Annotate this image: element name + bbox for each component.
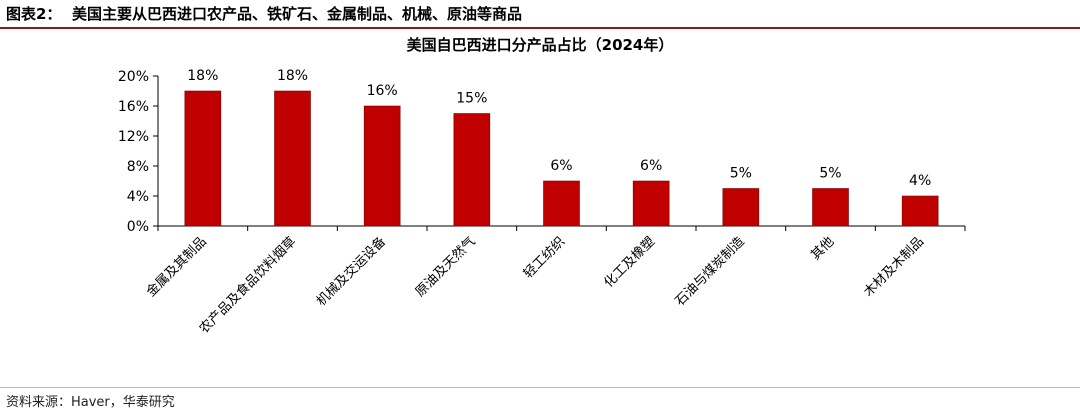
bar — [812, 188, 849, 227]
bar — [453, 113, 491, 227]
category-label: 轻工纺织 — [521, 234, 568, 281]
bar — [632, 180, 670, 227]
bar — [184, 90, 222, 227]
y-tick-label: 4% — [127, 189, 149, 205]
data-label: 6% — [640, 158, 662, 174]
y-tick-label: 0% — [127, 219, 149, 235]
bar — [722, 188, 760, 227]
category-label: 原油及天然气 — [412, 234, 478, 300]
bar — [274, 90, 311, 227]
y-tick-label: 16% — [118, 99, 149, 115]
bar-chart: 美国自巴西进口分产品占比（2024年） 0%4%8%12%16%20% 18% 1… — [118, 36, 966, 337]
bar-series — [184, 90, 939, 227]
data-label: 5% — [730, 166, 752, 182]
category-label: 金属及其制品 — [143, 234, 209, 300]
chart-title: 美国自巴西进口分产品占比（2024年） — [407, 36, 674, 54]
y-tick-label: 8% — [127, 159, 149, 175]
data-label: 15% — [456, 91, 487, 107]
category-label: 石油与煤炭制造 — [673, 234, 748, 309]
category-label: 化工及橡塑 — [601, 234, 658, 291]
data-label: 4% — [909, 173, 931, 189]
figure-header: 图表2： 美国主要从巴西进口农产品、铁矿石、金属制品、机械、原油等商品 — [0, 0, 1080, 29]
figure-caption: 美国主要从巴西进口农产品、铁矿石、金属制品、机械、原油等商品 — [72, 5, 523, 23]
y-tick-label: 12% — [118, 129, 149, 145]
data-label: 18% — [187, 68, 218, 84]
header-divider — [0, 27, 1080, 29]
category-label: 机械及交运设备 — [313, 234, 389, 310]
y-axis: 0% 4% 8% 12% 16% 20% — [118, 69, 159, 235]
bar — [363, 105, 401, 227]
footer-divider — [0, 387, 1080, 388]
data-labels: 18% 18% 16% 15% 6% 6% 5% 5% 4% — [187, 68, 931, 189]
bar — [543, 180, 580, 227]
data-label: 18% — [277, 68, 308, 84]
data-label: 6% — [550, 158, 572, 174]
figure-number: 图表2： — [6, 5, 62, 23]
source-note: 资料来源：Haver，华泰研究 — [6, 395, 175, 410]
category-label: 木材及木制品 — [861, 234, 927, 300]
data-label: 16% — [367, 83, 398, 99]
y-tick-label: 20% — [118, 69, 149, 85]
data-label: 5% — [819, 166, 841, 182]
category-label: 其他 — [808, 234, 837, 263]
category-label: 农产品及食品饮料烟草 — [196, 234, 299, 337]
x-axis — [157, 225, 966, 231]
bar — [901, 195, 939, 227]
